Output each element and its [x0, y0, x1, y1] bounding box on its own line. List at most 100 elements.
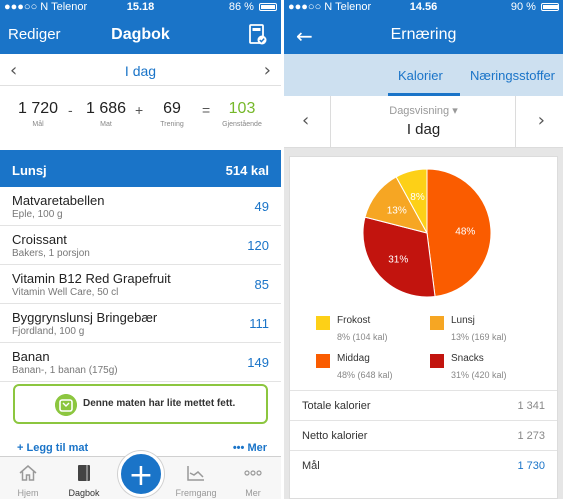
diary-screen: ●●●○○ N Telenor 15.18 86 % Rediger Dagbo…: [0, 0, 281, 499]
remaining-label: Gjenstående: [222, 121, 262, 128]
divider: [330, 96, 331, 148]
food-cell: 1 686 Mat: [84, 100, 128, 128]
total-label: Totale kalorier: [302, 400, 371, 412]
meal-calories: 514 kal: [225, 163, 269, 178]
plus-sign: +: [135, 102, 144, 118]
remaining-cell: 103 Gjenstående: [216, 100, 268, 128]
tab-diary[interactable]: Dagbok: [56, 457, 112, 499]
nutrition-screen: ●●●○○ N Telenor 14.56 90 % ← Ernæring Ka…: [284, 0, 563, 499]
nav-bar: Rediger Dagbok: [0, 16, 281, 54]
date-navigator: ‹ Dagsvisning ▾ I dag ›: [284, 96, 563, 148]
view-selector[interactable]: Dagsvisning ▾: [389, 105, 458, 117]
divider: [515, 96, 516, 148]
plus-icon: +: [128, 458, 154, 493]
pie-slice-middag: [426, 168, 492, 298]
legend-name: Middag: [337, 353, 370, 364]
tab-nutrients[interactable]: Næringsstoffer: [470, 68, 556, 83]
legend-value: 31% (420 kal): [451, 370, 507, 380]
segment-control: Kalorier Næringsstoffer: [284, 54, 563, 96]
pie-slice-snacks: [362, 216, 436, 298]
tab-calories[interactable]: Kalorier: [398, 68, 443, 83]
legend-value: 13% (169 kal): [451, 332, 507, 342]
meal-actions: + Legg til mat ••• Mer: [0, 440, 281, 458]
chevron-right-icon[interactable]: ›: [263, 60, 271, 81]
exercise-cell: 69 Trening: [152, 100, 192, 128]
chevron-right-icon[interactable]: ›: [537, 110, 545, 131]
legend-name: Lunsj: [451, 315, 475, 326]
page-title: Ernæring: [390, 26, 457, 43]
exercise-value: 69: [163, 100, 181, 117]
tab-progress-label: Fremgang: [175, 488, 217, 498]
progress-icon: [187, 466, 204, 481]
food-name: Croissant: [12, 232, 67, 247]
back-arrow-icon[interactable]: ←: [296, 24, 313, 48]
legend-value: 8% (104 kal): [337, 332, 388, 342]
total-value: 1 730: [517, 460, 545, 472]
pie-slice-frokost: [395, 168, 428, 234]
calorie-equation: 1 720 Mål - 1 686 Mat + 69 Trening = 103…: [0, 90, 281, 144]
food-calories: 85: [254, 277, 269, 292]
food-desc: Banan-, 1 banan (175g): [12, 365, 118, 376]
total-value: 1 273: [517, 430, 545, 442]
legend-swatch: [316, 354, 330, 368]
list-item[interactable]: Byggrynslunsj Bringebær Fjordland, 100 g…: [0, 304, 281, 343]
legend-item-dinner: Middag 48% (648 kal): [316, 352, 436, 392]
tab-progress[interactable]: Fremgang: [168, 457, 224, 499]
list-item[interactable]: Croissant Bakers, 1 porsjon 120: [0, 226, 281, 265]
more-button[interactable]: ••• Mer: [232, 442, 267, 454]
edit-button[interactable]: Rediger: [8, 26, 61, 43]
list-item[interactable]: Vitamin B12 Red Grapefruit Vitamin Well …: [0, 265, 281, 304]
food-name: Matvaretabellen: [12, 193, 105, 208]
goal-value: 1 720: [17, 100, 59, 117]
nutrition-tip[interactable]: Denne maten har lite mettet fett.: [13, 384, 268, 424]
pie-label-frokost: 8%: [410, 192, 425, 203]
tab-more[interactable]: Mer: [225, 457, 281, 499]
add-food-button[interactable]: + Legg til mat: [17, 442, 89, 454]
screen-divider: [281, 0, 284, 499]
list-item[interactable]: Matvaretabellen Eple, 100 g 49: [0, 187, 281, 226]
add-entry-button[interactable]: +: [118, 451, 164, 497]
tab-home[interactable]: Hjem: [0, 457, 56, 499]
battery-icon: [541, 3, 559, 12]
scale-icon: [55, 394, 77, 416]
diary-icon: [78, 465, 90, 481]
battery-icon: [259, 3, 277, 12]
food-label: Mat: [100, 121, 112, 128]
food-name: Vitamin B12 Red Grapefruit: [12, 271, 171, 286]
total-label: Mål: [302, 460, 320, 472]
food-name: Banan: [12, 349, 50, 364]
equals-sign: =: [202, 102, 211, 118]
remaining-value: 103: [228, 100, 256, 117]
food-calories: 149: [247, 355, 269, 370]
pie-label-lunsj: 13%: [387, 206, 407, 217]
chevron-left-icon[interactable]: ‹: [10, 60, 18, 81]
legend-swatch: [316, 316, 330, 330]
total-row: Netto kalorier 1 273: [290, 420, 557, 450]
food-value: 1 686: [85, 100, 127, 117]
food-calories: 111: [249, 316, 269, 331]
tab-diary-label: Dagbok: [68, 488, 100, 498]
calendar-check-icon[interactable]: [249, 24, 267, 46]
date-navigator: ‹ I dag ›: [0, 56, 281, 86]
food-desc: Bakers, 1 porsjon: [12, 248, 90, 259]
chevron-left-icon[interactable]: ‹: [302, 110, 310, 131]
status-bar: ●●●○○ N Telenor 15.18 86 %: [0, 0, 281, 16]
clock: 15.18: [126, 1, 155, 13]
legend-item-lunch: Lunsj 13% (169 kal): [430, 314, 550, 354]
food-desc: Fjordland, 100 g: [12, 326, 85, 337]
meal-header[interactable]: Lunsj 514 kal: [0, 150, 281, 187]
totals-list: Totale kalorier 1 341 Netto kalorier 1 2…: [290, 390, 557, 480]
battery-status: 86 %: [229, 1, 277, 13]
date-label: I dag: [124, 63, 157, 79]
total-row: Totale kalorier 1 341: [290, 390, 557, 420]
goal-label: Mål: [32, 121, 44, 128]
list-item[interactable]: Banan Banan-, 1 banan (175g) 149: [0, 343, 281, 382]
pie-label-middag: 48%: [455, 227, 475, 238]
meal-pie-chart: 48% 31% 13%8%: [362, 168, 492, 298]
more-icon: [244, 470, 262, 476]
food-desc: Vitamin Well Care, 50 cl: [12, 287, 119, 298]
total-label: Netto kalorier: [302, 430, 368, 442]
tab-more-label: Mer: [245, 488, 261, 498]
exercise-label: Trening: [160, 121, 184, 128]
food-calories: 49: [254, 199, 269, 214]
